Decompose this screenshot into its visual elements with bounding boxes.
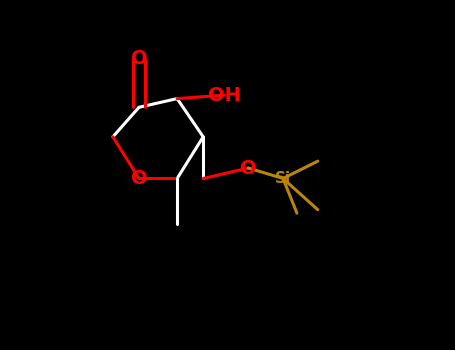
- Text: O: O: [131, 49, 147, 68]
- Text: O: O: [131, 169, 147, 188]
- Text: O: O: [240, 159, 257, 177]
- Text: OH: OH: [207, 86, 240, 105]
- Text: Si: Si: [275, 171, 291, 186]
